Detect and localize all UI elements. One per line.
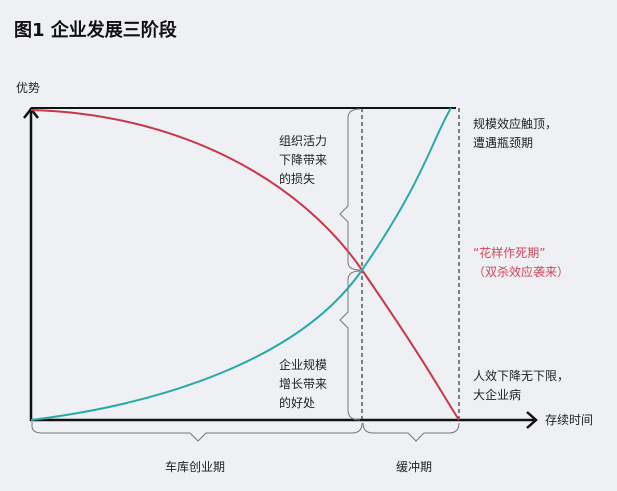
brace-garage [31,422,363,442]
figure-title: 图1 企业发展三阶段 [14,20,177,41]
vitality-curve [30,109,460,421]
death-period-annotation: “花样作死期” （双杀效应袭来） [473,246,570,279]
bottleneck-annotation: 规模效应触顶， 遭遇瓶颈期 [473,117,558,150]
loss-annotation: 组织活力 下降带来 的损失 [279,134,328,186]
phase-garage-label: 车库创业期 [165,460,226,474]
big-company-annotation: 人效下降无下限， 大企业病 [473,369,570,402]
scale-curve [30,107,452,421]
phase-buffer-label: 缓冲期 [396,460,433,474]
brace-loss [339,108,361,271]
y-axis-label: 优势 [16,81,41,95]
brace-benefit [339,270,361,421]
x-axis-label: 存续时间 [545,413,594,427]
x-axis-arrow [526,411,538,429]
y-axis-arrow [23,106,39,119]
brace-buffer [362,422,460,442]
benefit-annotation: 企业规模 增长带来 的好处 [279,358,328,410]
